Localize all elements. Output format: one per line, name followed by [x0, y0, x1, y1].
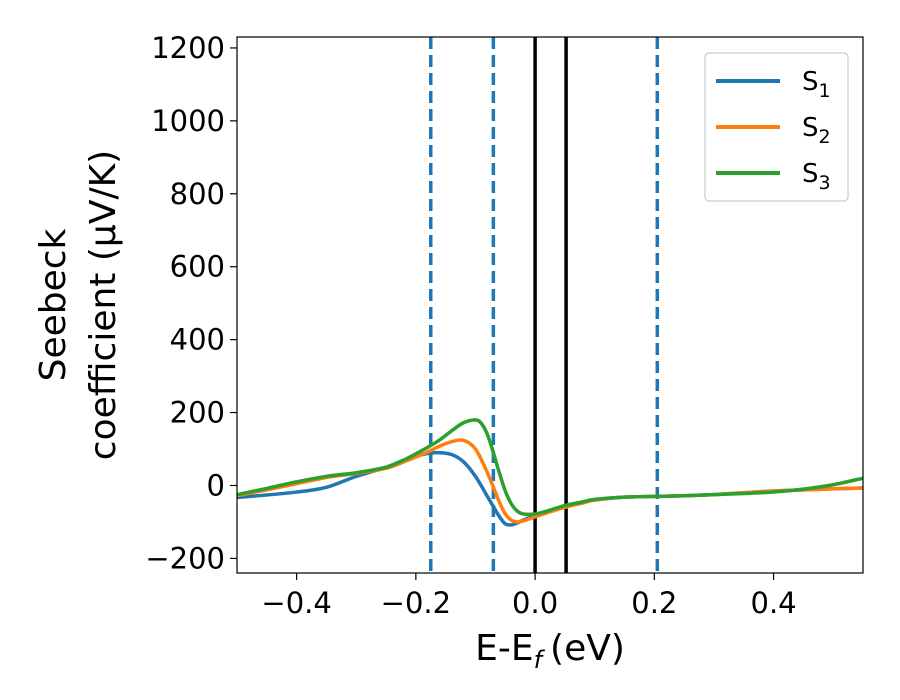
legend-label-s3: S3: [802, 159, 831, 194]
y-tick-label: 800: [170, 177, 225, 211]
y-tick-label: −200: [145, 541, 225, 575]
x-tick-label: 0.0: [512, 586, 558, 620]
x-axis: −0.4 −0.2 0.0 0.2 0.4: [261, 573, 797, 620]
series-lines: [237, 418, 863, 527]
y-tick-label: 1000: [151, 104, 225, 138]
y-axis-title-line2: coefficient (μV/K): [83, 150, 124, 460]
y-tick-label: 200: [170, 396, 225, 430]
legend-label-s2: S2: [802, 113, 831, 148]
vertical-lines: [429, 37, 660, 573]
y-tick-label: 0: [207, 468, 225, 502]
plot-frame: [236, 36, 864, 574]
x-tick-label: 0.2: [631, 586, 677, 620]
y-axis-title: Seebeck coefficient (μV/K): [33, 150, 124, 460]
x-tick-label: −0.2: [381, 586, 451, 620]
y-tick-label: 1200: [151, 31, 225, 65]
legend-label-s1: S1: [802, 67, 831, 102]
series-line-s3: [237, 418, 863, 517]
x-tick-label: −0.4: [261, 586, 331, 620]
x-axis-title: E-Ef (eV): [475, 628, 625, 674]
y-axis-title-line1: Seebeck: [33, 228, 74, 381]
y-tick-label: 400: [170, 323, 225, 357]
y-tick-label: 600: [170, 250, 225, 284]
y-axis: −200 0 200 400 600 800 1000 1200: [145, 31, 237, 575]
x-tick-label: 0.4: [751, 586, 797, 620]
legend: S1 S2 S3: [704, 52, 849, 202]
